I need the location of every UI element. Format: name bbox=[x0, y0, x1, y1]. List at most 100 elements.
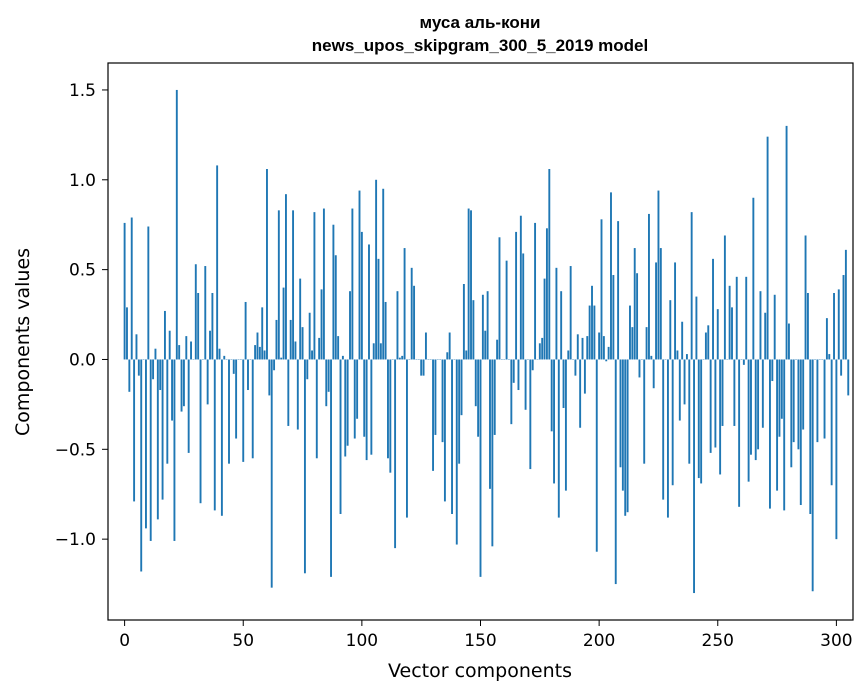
bar-188 bbox=[569, 266, 572, 360]
bar-226 bbox=[659, 248, 662, 360]
bar-119 bbox=[406, 359, 408, 518]
bar-303 bbox=[842, 275, 845, 360]
bar-14 bbox=[156, 359, 159, 520]
bar-266 bbox=[754, 359, 757, 461]
bar-239 bbox=[690, 212, 693, 360]
bar-80 bbox=[313, 212, 316, 360]
bar-150 bbox=[479, 359, 482, 577]
bar-182 bbox=[555, 267, 558, 360]
bar-155 bbox=[491, 359, 494, 547]
bar-216 bbox=[636, 273, 639, 360]
bar-135 bbox=[443, 359, 446, 502]
bar-253 bbox=[723, 235, 726, 360]
bar-92 bbox=[341, 355, 344, 360]
bar-259 bbox=[738, 359, 741, 507]
bar-76 bbox=[303, 359, 306, 574]
bar-98 bbox=[356, 359, 359, 419]
bar-20 bbox=[171, 359, 174, 421]
bar-202 bbox=[602, 336, 605, 360]
bar-290 bbox=[811, 359, 814, 592]
bar-183 bbox=[557, 359, 560, 518]
y-tick-label-4: −0.5 bbox=[55, 440, 96, 460]
bar-143 bbox=[462, 284, 465, 360]
bar-280 bbox=[787, 323, 790, 360]
bar-156 bbox=[493, 359, 496, 435]
bar-257 bbox=[733, 359, 736, 426]
bar-187 bbox=[567, 350, 570, 360]
bar-161 bbox=[505, 260, 508, 360]
bar-179 bbox=[548, 169, 551, 360]
bar-7 bbox=[140, 359, 143, 572]
bar-91 bbox=[339, 359, 342, 514]
x-tick-label-50: 50 bbox=[232, 631, 254, 651]
bar-207 bbox=[614, 359, 617, 585]
bar-217 bbox=[638, 359, 641, 378]
bar-145 bbox=[467, 208, 470, 360]
bar-279 bbox=[785, 125, 788, 360]
bar-171 bbox=[529, 359, 532, 470]
bar-67 bbox=[282, 287, 285, 360]
bar-122 bbox=[413, 285, 416, 360]
bar-211 bbox=[624, 359, 627, 516]
bar-262 bbox=[745, 276, 748, 360]
bar-192 bbox=[579, 359, 582, 428]
bar-117 bbox=[401, 355, 404, 360]
bar-88 bbox=[332, 224, 335, 360]
bar-285 bbox=[799, 359, 802, 506]
bar-201 bbox=[600, 219, 603, 360]
bar-272 bbox=[769, 359, 771, 509]
bar-19 bbox=[168, 330, 171, 360]
bar-237 bbox=[685, 354, 688, 360]
chart-title-line-2: news_upos_skipgram_300_5_2019 model bbox=[312, 36, 648, 55]
bar-105 bbox=[372, 343, 375, 360]
bar-95 bbox=[349, 291, 351, 360]
bar-232 bbox=[674, 262, 677, 360]
bar-115 bbox=[396, 291, 399, 360]
bar-75 bbox=[301, 327, 304, 360]
bar-51 bbox=[244, 301, 247, 360]
bar-102 bbox=[365, 359, 368, 461]
bar-221 bbox=[648, 213, 650, 360]
bar-243 bbox=[700, 359, 703, 484]
x-axis-ticks: 0 50 100 150 200 250 300 bbox=[119, 620, 853, 651]
bar-297 bbox=[828, 354, 831, 360]
bar-203 bbox=[605, 359, 608, 362]
bar-9 bbox=[145, 359, 147, 529]
bar-264 bbox=[750, 359, 752, 455]
bar-12 bbox=[152, 359, 155, 380]
bar-249 bbox=[714, 359, 717, 448]
bar-44 bbox=[228, 359, 230, 464]
bar-116 bbox=[398, 357, 401, 360]
bar-79 bbox=[311, 350, 313, 360]
bar-250 bbox=[716, 309, 719, 360]
x-tick-label-150: 150 bbox=[464, 631, 496, 651]
bar-24 bbox=[180, 359, 183, 412]
bar-184 bbox=[560, 291, 563, 360]
bar-141 bbox=[458, 359, 461, 464]
bar-227 bbox=[662, 359, 665, 500]
bar-233 bbox=[676, 350, 679, 360]
bar-296 bbox=[825, 318, 828, 360]
bar-289 bbox=[809, 359, 812, 514]
bar-151 bbox=[481, 294, 484, 360]
bar-177 bbox=[543, 278, 546, 360]
bar-298 bbox=[830, 359, 833, 486]
bar-295 bbox=[823, 359, 826, 439]
bar-152 bbox=[484, 330, 487, 360]
bar-302 bbox=[840, 359, 843, 376]
bar-18 bbox=[166, 359, 169, 464]
bar-147 bbox=[472, 300, 475, 360]
bar-127 bbox=[424, 332, 427, 360]
bar-68 bbox=[285, 194, 287, 360]
bar-149 bbox=[477, 359, 480, 437]
bar-107 bbox=[377, 258, 380, 360]
bar-60 bbox=[266, 169, 268, 360]
bar-82 bbox=[318, 337, 321, 360]
bar-26 bbox=[185, 336, 188, 360]
bar-268 bbox=[759, 291, 762, 360]
bar-23 bbox=[178, 345, 181, 360]
bar-111 bbox=[387, 359, 389, 459]
bar-153 bbox=[486, 291, 489, 360]
bar-229 bbox=[666, 359, 669, 518]
bar-263 bbox=[747, 359, 750, 482]
